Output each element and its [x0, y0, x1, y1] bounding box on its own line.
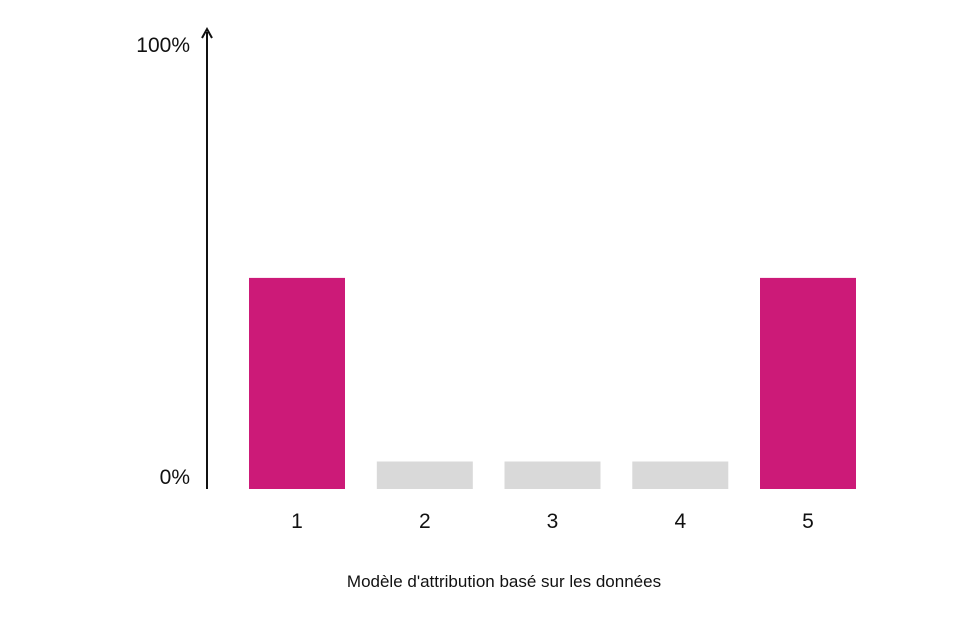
- bar-series: [249, 277, 856, 489]
- x-tick-label-2: 2: [419, 510, 431, 533]
- x-tick-label-3: 3: [547, 510, 559, 533]
- y-tick-label-bottom: 0%: [160, 466, 190, 489]
- category-labels: 1 2 3 4 5: [291, 510, 814, 533]
- bar-4: [632, 461, 729, 489]
- bar-5: [760, 277, 856, 489]
- x-tick-label-5: 5: [802, 510, 814, 533]
- bar-2: [376, 461, 473, 489]
- x-tick-label-1: 1: [291, 510, 303, 533]
- x-axis-title: Modèle d'attribution basé sur les donnée…: [347, 572, 661, 591]
- bar-3: [504, 461, 601, 489]
- x-tick-label-4: 4: [674, 510, 686, 533]
- y-axis-arrow-icon: [201, 26, 213, 39]
- bar-1: [249, 277, 345, 489]
- y-tick-label-top: 100%: [136, 34, 190, 57]
